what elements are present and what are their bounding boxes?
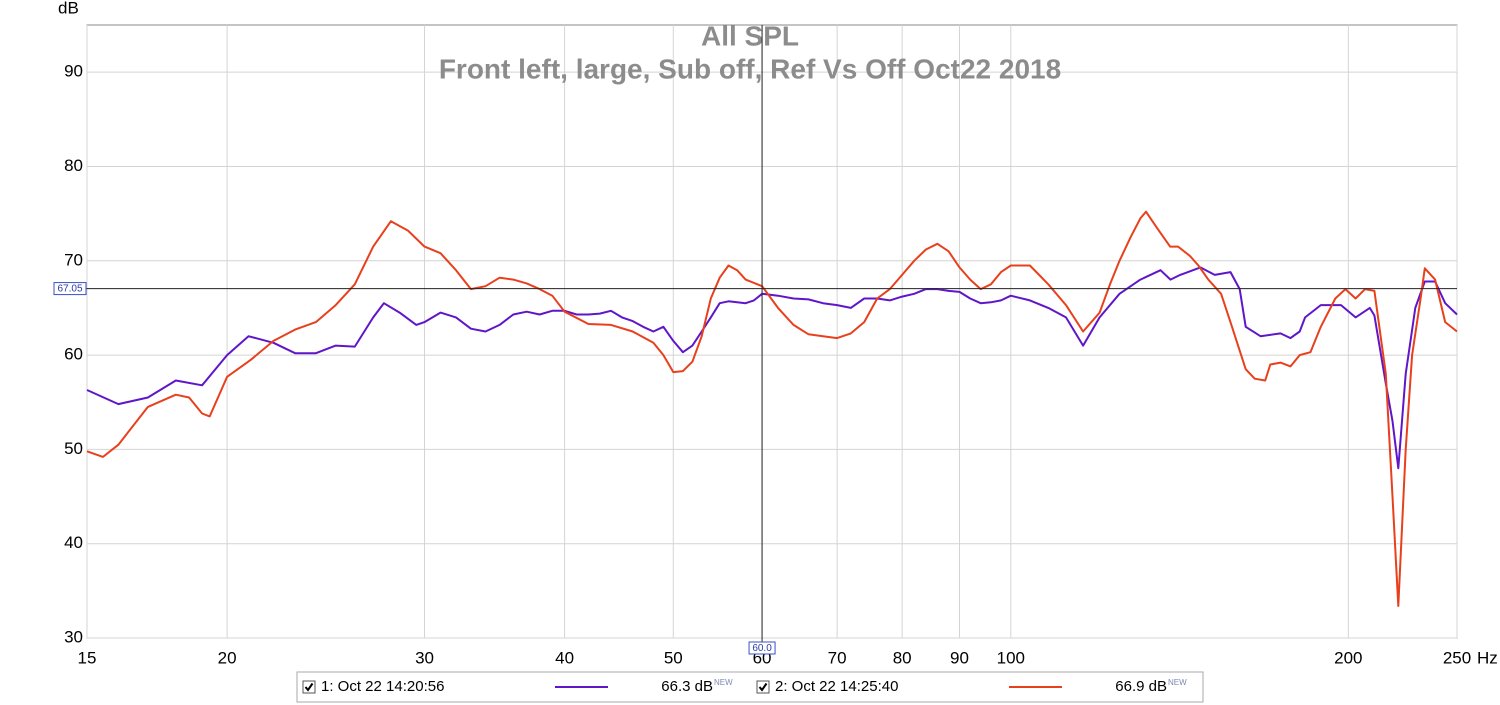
- x-tick-label: 50: [664, 648, 683, 667]
- chart-subtitle: Front left, large, Sub off, Ref Vs Off O…: [439, 53, 1061, 84]
- legend-level: 66.9 dB: [1115, 678, 1167, 695]
- y-tick-label: 80: [64, 156, 83, 175]
- cursor-x-label: 60.0: [752, 643, 772, 654]
- y-tick-label: 40: [64, 533, 83, 552]
- y-tick-label: 70: [64, 250, 83, 269]
- legend-badge: NEW: [1168, 678, 1187, 687]
- y-tick-label: 30: [64, 627, 83, 646]
- series-line: [86, 210, 1458, 607]
- chart-title: All SPL: [701, 20, 799, 51]
- legend-name: 2: Oct 22 14:25:40: [775, 678, 898, 695]
- legend-level: 66.3 dB: [661, 678, 713, 695]
- x-axis-label: Hz: [1477, 648, 1498, 667]
- x-tick-label: 90: [950, 648, 969, 667]
- legend-name: 1: Oct 22 14:20:56: [321, 678, 444, 695]
- y-tick-label: 90: [64, 62, 83, 81]
- plot-area: [86, 24, 1458, 639]
- y-tick-label: 60: [64, 345, 83, 364]
- cursor-x-box: [748, 641, 776, 655]
- series-line: [86, 266, 1458, 470]
- x-tick-label: 30: [415, 648, 434, 667]
- x-tick-label: 250: [1443, 648, 1471, 667]
- cursor-y-box: [53, 282, 87, 296]
- x-tick-label: 70: [828, 648, 847, 667]
- x-tick-label: 20: [218, 648, 237, 667]
- legend: 1: Oct 22 14:20:56 66.3 dB NEW 2: Oct 22 14…: [302, 678, 1187, 695]
- x-tick-label: 80: [893, 648, 912, 667]
- x-tick-label: 200: [1334, 648, 1362, 667]
- legend-box: [296, 671, 1204, 703]
- x-tick-label: 15: [78, 648, 97, 667]
- x-tick-label: 100: [997, 648, 1025, 667]
- legend-check: [304, 682, 314, 692]
- x-tick-label: 40: [555, 648, 574, 667]
- legend-check: [758, 682, 768, 692]
- y-tick-label: 50: [64, 439, 83, 458]
- y-axis-label: dB: [58, 0, 79, 17]
- cursor-y-label: 67.05: [57, 284, 82, 295]
- lines: [86, 210, 1458, 607]
- legend-badge: NEW: [714, 678, 733, 687]
